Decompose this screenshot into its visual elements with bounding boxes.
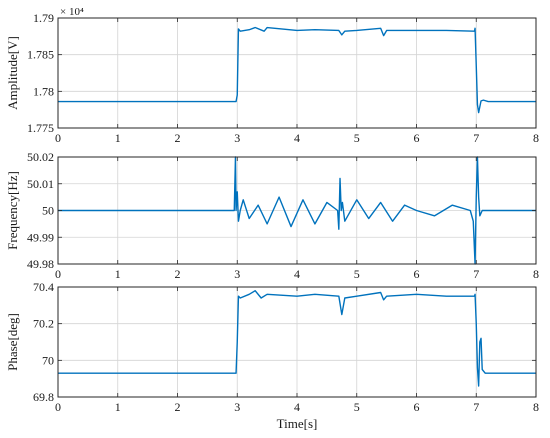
amplitude-x-tick-label-0: 0 [55,131,61,145]
frequency-y-tick-label-1: 49.99 [27,230,54,244]
amplitude-y-tick-label-3: 1.79 [33,11,54,25]
frequency-panel: 0 1 2 3 4 5 6 7 8 49.98 49.99 50 50.01 50.02 Frequency… [5,150,539,281]
phase-x-tick-label-8: 8 [533,400,539,414]
frequency-x-tick-label-0: 0 [55,267,61,281]
frequency-x-tick-label-8: 8 [533,267,539,281]
frequency-y-tick-label-4: 50.02 [27,150,54,164]
frequency-y-tick-label-2: 50 [42,204,54,218]
frequency-x-tick-label-5: 5 [354,267,360,281]
frequency-x-tick-label-3: 3 [234,267,240,281]
amplitude-y-axis-label: Amplitude[V] [5,36,20,110]
phase-x-tick-label-4: 4 [294,400,300,414]
phase-y-tick-label-1: 70 [42,353,54,367]
frequency-x-tick-label-1: 1 [115,267,121,281]
phase-y-tick-label-3: 70.4 [33,280,54,294]
amplitude-x-tick-label-7: 7 [473,131,479,145]
phase-x-tick-label-1: 1 [115,400,121,414]
phase-panel: 0 1 2 3 4 5 6 7 8 69.8 70 70.2 70.4 Phase[deg] Time[s] [5,280,539,431]
amplitude-x-tick-label-3: 3 [234,131,240,145]
phase-x-tick-label-6: 6 [414,400,420,414]
frequency-y-tick-label-3: 50.01 [27,177,54,191]
frequency-x-tick-label-2: 2 [175,267,181,281]
phase-x-tick-label-5: 5 [354,400,360,414]
amplitude-y-tick-label-2: 1.785 [27,48,54,62]
frequency-series-line-0 [58,156,536,265]
amplitude-y-tick-label-0: 1.775 [27,121,54,135]
phase-series-line-0 [58,289,536,387]
amplitude-series-line-0 [58,26,536,114]
phase-x-axis-label: Time[s] [277,416,318,431]
phase-x-tick-label-3: 3 [234,400,240,414]
amplitude-x-tick-label-6: 6 [414,131,420,145]
frequency-x-tick-label-4: 4 [294,267,300,281]
frequency-x-tick-label-7: 7 [473,267,479,281]
amplitude-x-tick-label-1: 1 [115,131,121,145]
phase-x-tick-label-2: 2 [175,400,181,414]
phase-y-tick-label-2: 70.2 [33,317,54,331]
frequency-x-tick-label-6: 6 [414,267,420,281]
phase-y-axis-label: Phase[deg] [5,313,20,371]
amplitude-x-tick-label-2: 2 [175,131,181,145]
amplitude-x-tick-label-4: 4 [294,131,300,145]
phase-x-tick-label-7: 7 [473,400,479,414]
frequency-y-axis-label: Frequency[Hz] [5,171,20,250]
phase-y-tick-label-0: 69.8 [33,390,54,404]
amplitude-exponent-label: × 10⁴ [60,6,84,18]
amplitude-x-tick-label-8: 8 [533,131,539,145]
phase-x-tick-label-0: 0 [55,400,61,414]
amplitude-panel: 0 1 2 3 4 5 6 7 8 1.775 1.78 1.785 1.79 Amplitude[V] ×… [5,6,539,145]
amplitude-y-tick-label-1: 1.78 [33,84,54,98]
frequency-y-tick-label-0: 49.98 [27,257,54,271]
amplitude-x-tick-label-5: 5 [354,131,360,145]
